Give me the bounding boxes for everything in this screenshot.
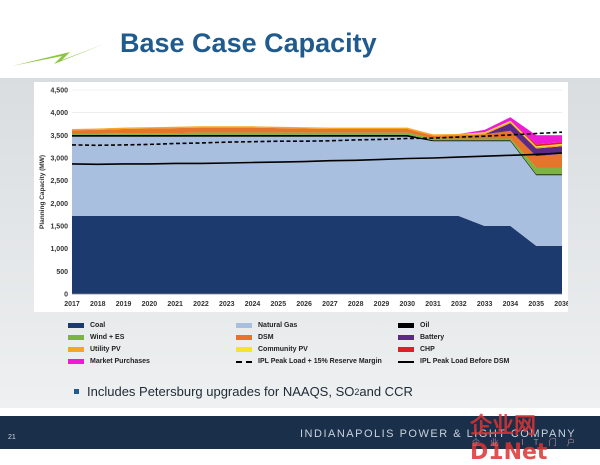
x-tick-label: 2033 bbox=[477, 301, 493, 308]
legend-item: Utility PV bbox=[68, 346, 121, 353]
legend-label: Natural Gas bbox=[258, 322, 298, 329]
chart-legend: Coal Natural Gas Oil Wind + ES DSM Battery Uti… bbox=[68, 322, 588, 372]
legend-label: Battery bbox=[420, 334, 445, 341]
y-tick-label: 3,500 bbox=[50, 133, 68, 140]
x-tick-label: 2023 bbox=[219, 301, 235, 308]
y-tick-label: 4,000 bbox=[50, 110, 68, 117]
legend-label: Community PV bbox=[258, 346, 308, 353]
bullet-marker bbox=[74, 389, 79, 394]
x-tick-label: 2029 bbox=[374, 301, 390, 308]
legend-swatch bbox=[398, 347, 414, 352]
area-chp bbox=[72, 120, 562, 147]
x-tick-label: 2019 bbox=[116, 301, 132, 308]
legend-item: IPL Peak Load + 15% Reserve Margin bbox=[236, 358, 382, 365]
x-tick-label: 2021 bbox=[167, 301, 183, 308]
lightning-bolt-icon bbox=[12, 44, 104, 66]
bullet-text-end: and CCR bbox=[359, 384, 413, 399]
bullet-point: Includes Petersburg upgrades for NAAQS, … bbox=[74, 384, 413, 399]
legend-swatch bbox=[68, 347, 84, 352]
legend-label: DSM bbox=[258, 334, 274, 341]
x-tick-label: 2020 bbox=[142, 301, 158, 308]
legend-item: Oil bbox=[398, 322, 429, 329]
y-tick-label: 500 bbox=[56, 269, 68, 276]
footer-bar bbox=[0, 416, 600, 449]
legend-label: Market Purchases bbox=[90, 358, 150, 365]
y-tick-label: 2,000 bbox=[50, 201, 68, 208]
legend-item: Coal bbox=[68, 322, 105, 329]
line-ipl-peak-load-15-reserve-margin bbox=[71, 131, 563, 147]
x-tick-label: 2026 bbox=[296, 301, 312, 308]
area-battery bbox=[72, 123, 562, 157]
legend-label: IPL Peak Load Before DSM bbox=[420, 358, 510, 365]
legend-item: Community PV bbox=[236, 346, 308, 353]
legend-label: IPL Peak Load + 15% Reserve Margin bbox=[258, 358, 382, 365]
legend-swatch bbox=[398, 335, 414, 340]
legend-item: Wind + ES bbox=[68, 334, 124, 341]
company-name: INDIANAPOLIS POWER & LIGHT COMPANY bbox=[300, 428, 577, 440]
x-tick-label: 2022 bbox=[193, 301, 209, 308]
capacity-chart: 0 500 1,000 1,500 2,000 2,500 3,000 3,500 4,000 4… bbox=[34, 82, 568, 312]
legend-label: Coal bbox=[90, 322, 106, 329]
legend-item: IPL Peak Load Before DSM bbox=[398, 358, 509, 365]
x-tick-label: 2017 bbox=[64, 301, 80, 308]
y-tick-label: 1,500 bbox=[50, 224, 68, 231]
x-tick-label: 2036 bbox=[554, 301, 568, 308]
y-axis-label: Planning Capacity (MW) bbox=[39, 155, 46, 229]
legend-item: Natural Gas bbox=[236, 322, 297, 329]
area-community-pv bbox=[72, 120, 562, 148]
legend-item: DSM bbox=[236, 334, 274, 341]
legend-label: Utility PV bbox=[90, 346, 121, 353]
y-tick-label: 0 bbox=[64, 292, 68, 299]
legend-swatch bbox=[68, 335, 84, 340]
page-title: Base Case Capacity bbox=[120, 28, 377, 58]
legend-label: CHP bbox=[420, 346, 435, 353]
legend-swatch bbox=[236, 335, 252, 340]
x-tick-label: 2034 bbox=[503, 301, 519, 308]
x-tick-label: 2031 bbox=[425, 301, 441, 308]
legend-swatch bbox=[236, 347, 252, 352]
legend-swatch bbox=[236, 323, 252, 328]
chart-svg: 0 500 1,000 1,500 2,000 2,500 3,000 3,500 4,000 4… bbox=[39, 88, 568, 309]
legend-swatch bbox=[68, 323, 84, 328]
x-tick-label: 2027 bbox=[322, 301, 338, 308]
y-tick-label: 1,000 bbox=[50, 246, 68, 253]
x-tick-label: 2025 bbox=[271, 301, 287, 308]
x-tick-label: 2035 bbox=[528, 301, 544, 308]
legend-swatch bbox=[398, 323, 414, 328]
bullet-text: Includes Petersburg upgrades for NAAQS, … bbox=[87, 384, 355, 399]
legend-item: Battery bbox=[398, 334, 444, 341]
legend-label: Oil bbox=[420, 322, 430, 329]
legend-swatch bbox=[236, 360, 252, 363]
legend-swatch bbox=[68, 359, 84, 364]
legend-item: CHP bbox=[398, 346, 435, 353]
x-tick-label: 2032 bbox=[451, 301, 467, 308]
area-coal bbox=[72, 216, 562, 294]
y-tick-label: 4,500 bbox=[50, 88, 68, 95]
x-tick-label: 2024 bbox=[245, 301, 261, 308]
legend-label: Wind + ES bbox=[90, 334, 125, 341]
line-ipl-peak-load-before-dsm bbox=[71, 152, 563, 166]
legend-swatch bbox=[398, 360, 414, 363]
legend-item: Market Purchases bbox=[68, 358, 150, 365]
y-tick-label: 2,500 bbox=[50, 178, 68, 185]
x-tick-label: 2028 bbox=[348, 301, 364, 308]
y-tick-label: 3,000 bbox=[50, 156, 68, 163]
area-market-purchases bbox=[72, 117, 562, 145]
watermark-subtitle: 企 业 · I T 门 户 bbox=[472, 438, 579, 447]
bullet-subscript: 2 bbox=[354, 386, 360, 397]
area-utility-pv bbox=[72, 121, 562, 149]
x-tick-label: 2018 bbox=[90, 301, 106, 308]
x-tick-label: 2030 bbox=[399, 301, 415, 308]
page-number: 21 bbox=[8, 434, 16, 441]
